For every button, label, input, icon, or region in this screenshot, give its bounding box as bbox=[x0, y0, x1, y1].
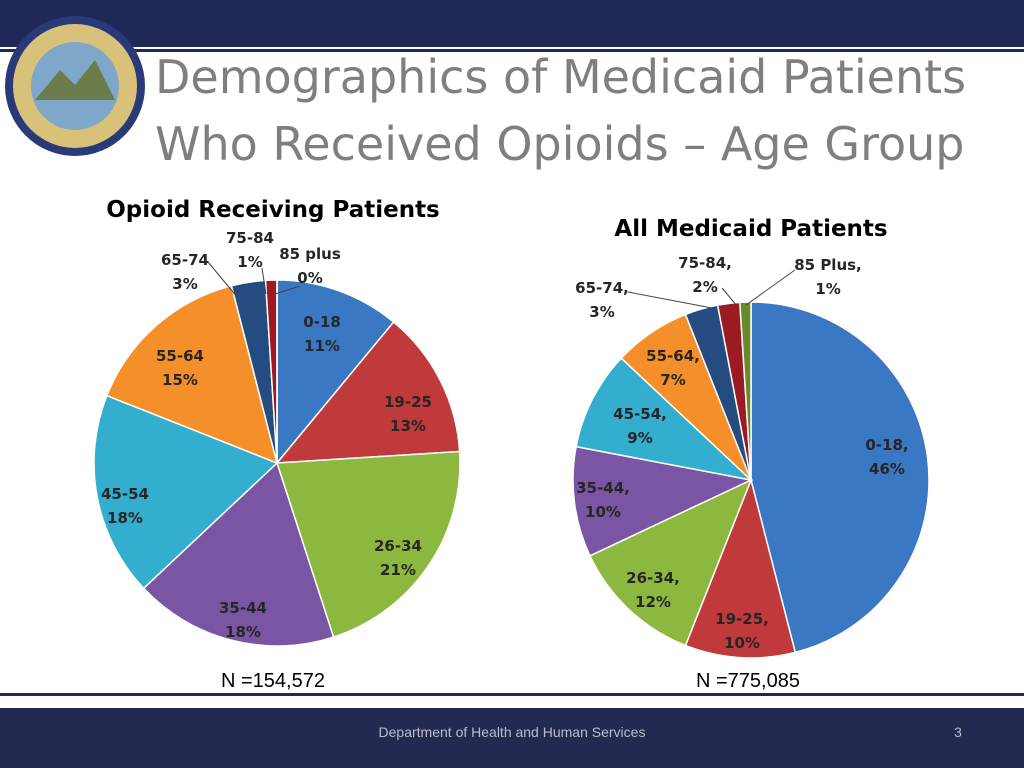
bottom-rule bbox=[0, 693, 1024, 696]
pie-slice bbox=[275, 450, 461, 638]
pie-slice bbox=[750, 301, 930, 654]
pie-slice bbox=[575, 357, 754, 482]
slice-value-label: 18% bbox=[225, 623, 261, 641]
leader-line bbox=[261, 267, 267, 295]
annotation: N =154,572 bbox=[221, 670, 325, 692]
pie-slice bbox=[93, 394, 279, 590]
slice-category-label: 55-64, bbox=[646, 347, 700, 365]
leader-line bbox=[627, 291, 713, 309]
annotation: N =775,085 bbox=[696, 670, 800, 692]
footer: Department of Health and Human Services bbox=[379, 724, 646, 740]
slice-category-label: 19-25, bbox=[715, 610, 769, 628]
seal bbox=[5, 16, 145, 156]
slice-value-label: 15% bbox=[162, 371, 198, 389]
slice-value-label: 2% bbox=[692, 278, 717, 296]
chart-title: All Medicaid Patients bbox=[614, 216, 887, 242]
slice-value-label: 7% bbox=[660, 371, 685, 389]
slice-category-label: 65-74 bbox=[161, 251, 209, 269]
top-band bbox=[0, 0, 1024, 47]
leader-line bbox=[207, 261, 239, 299]
chart-title: Opioid Receiving Patients bbox=[106, 197, 440, 223]
slice-value-label: 3% bbox=[589, 303, 614, 321]
slice-category-label: 85 plus bbox=[279, 245, 341, 263]
slice-value-label: 3% bbox=[172, 275, 197, 293]
slice-category-label: 45-54 bbox=[101, 485, 149, 503]
slice-value-label: 13% bbox=[390, 417, 426, 435]
bottom-band bbox=[0, 708, 1024, 768]
pie-slice bbox=[572, 445, 754, 557]
leader-line bbox=[274, 285, 301, 295]
slice-category-label: 45-54, bbox=[613, 405, 667, 423]
page-number: 3 bbox=[954, 724, 962, 740]
slice-value-label: 1% bbox=[815, 280, 840, 298]
slide-title: Demographics of Medicaid Patients bbox=[155, 50, 966, 104]
pie-slice bbox=[105, 284, 279, 465]
slice-category-label: 26-34, bbox=[626, 569, 680, 587]
pie-slice bbox=[142, 461, 335, 647]
slice-category-label: 26-34 bbox=[374, 537, 422, 555]
slice-value-label: 11% bbox=[304, 337, 340, 355]
slice-category-label: 35-44 bbox=[219, 599, 267, 617]
slice-value-label: 1% bbox=[237, 253, 262, 271]
slice-value-label: 46% bbox=[869, 460, 905, 478]
slice-value-label: 10% bbox=[724, 634, 760, 652]
pie-slice bbox=[276, 279, 395, 466]
leader-line bbox=[745, 269, 796, 306]
slide-title: Who Received Opioids – Age Group bbox=[155, 117, 964, 171]
slice-value-label: 0% bbox=[297, 269, 322, 287]
top-rule bbox=[0, 49, 1024, 52]
slice-value-label: 18% bbox=[107, 509, 143, 527]
slice-category-label: 65-74, bbox=[575, 279, 629, 297]
seal-mountains bbox=[35, 60, 115, 100]
slice-category-label: 19-25 bbox=[384, 393, 432, 411]
pie-slice bbox=[684, 477, 797, 659]
slice-category-label: 0-18 bbox=[303, 313, 341, 331]
slice-value-label: 21% bbox=[380, 561, 416, 579]
pie-slice bbox=[275, 320, 461, 464]
slice-value-label: 12% bbox=[635, 593, 671, 611]
pie-slice bbox=[588, 478, 753, 647]
slice-category-label: 85 Plus, bbox=[794, 256, 862, 274]
slice-category-label: 75-84 bbox=[226, 229, 274, 247]
slice-category-label: 0-18, bbox=[865, 436, 908, 454]
slice-category-label: 35-44, bbox=[576, 479, 630, 497]
leader-line bbox=[721, 287, 738, 307]
slice-value-label: 10% bbox=[585, 503, 621, 521]
slice-category-label: 55-64 bbox=[156, 347, 204, 365]
slice-value-label: 9% bbox=[627, 429, 652, 447]
slice-category-label: 75-84, bbox=[678, 254, 732, 272]
